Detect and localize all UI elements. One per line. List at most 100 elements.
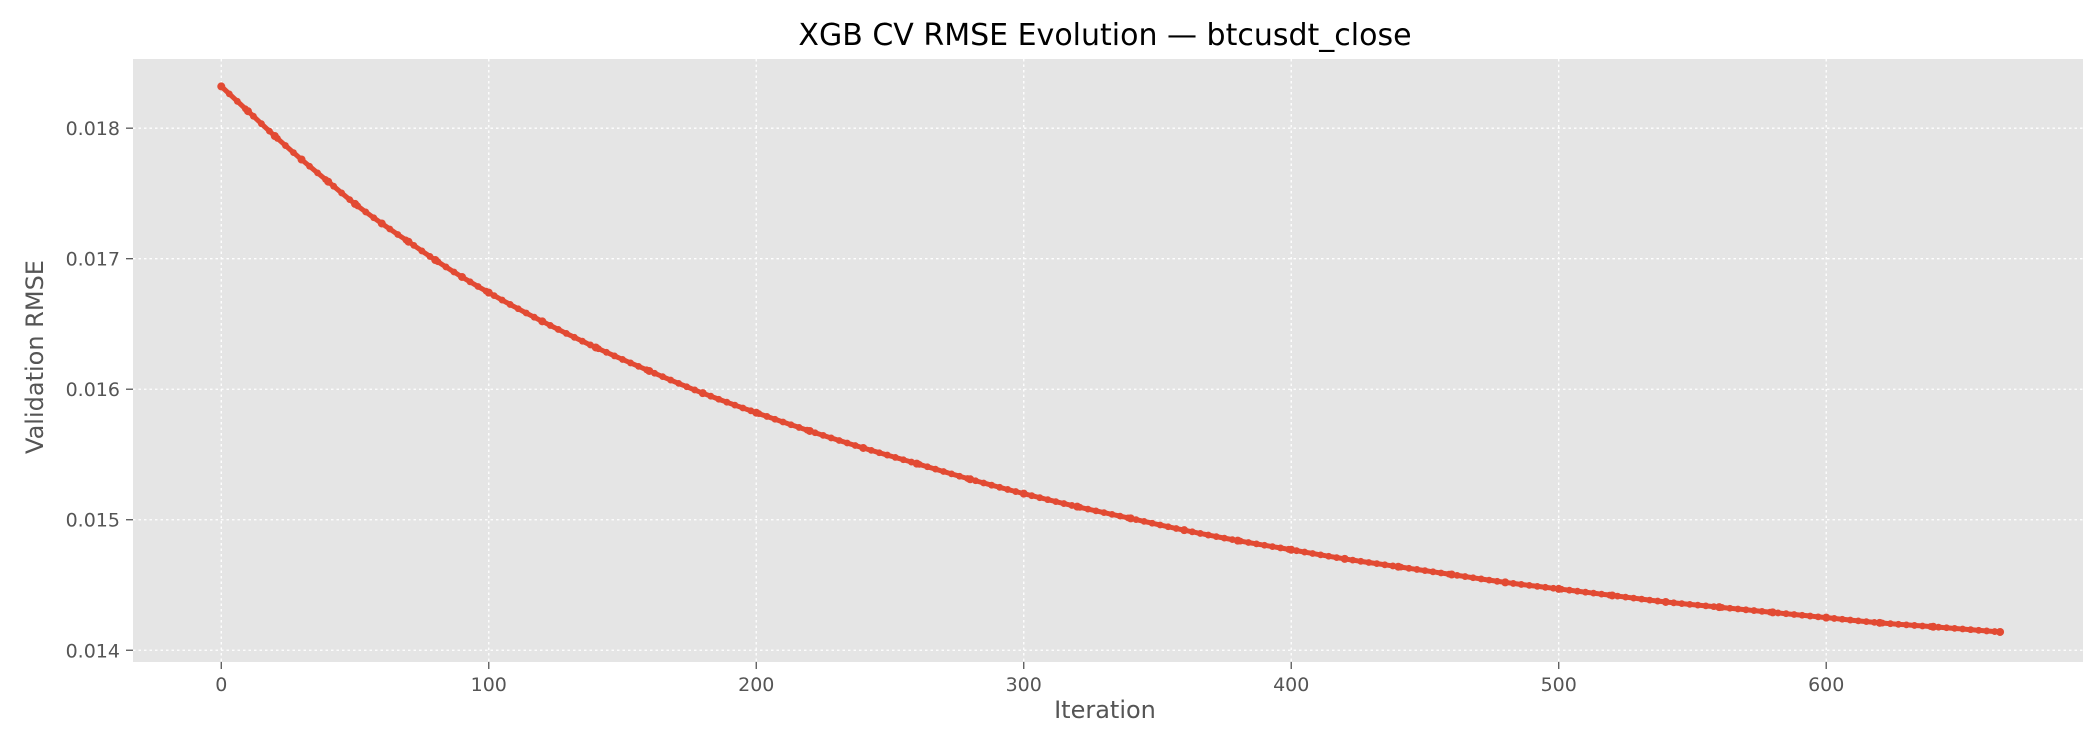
series-marker bbox=[1670, 599, 1678, 607]
data-point bbox=[805, 426, 814, 435]
series-marker bbox=[530, 313, 538, 321]
data-point bbox=[912, 459, 921, 468]
data-point bbox=[1126, 514, 1135, 523]
data-point bbox=[324, 177, 333, 186]
series-marker bbox=[1734, 605, 1742, 613]
series-marker bbox=[1052, 498, 1060, 506]
series-marker bbox=[1742, 606, 1750, 614]
series-marker bbox=[1919, 622, 1926, 630]
series-marker bbox=[843, 439, 851, 447]
series-marker bbox=[394, 231, 402, 238]
series-marker bbox=[1686, 600, 1694, 608]
series-marker bbox=[1357, 557, 1365, 565]
series-marker bbox=[707, 392, 715, 400]
series-marker bbox=[1148, 519, 1156, 527]
series-marker bbox=[1541, 583, 1549, 591]
series-marker bbox=[1140, 518, 1148, 525]
series-marker bbox=[1413, 566, 1421, 573]
series-marker bbox=[1012, 488, 1020, 495]
series-marker bbox=[1694, 601, 1702, 609]
series-marker bbox=[410, 242, 418, 249]
data-point bbox=[1875, 618, 1884, 627]
series-marker bbox=[1895, 620, 1902, 628]
series-marker bbox=[386, 225, 394, 233]
series-marker bbox=[233, 97, 241, 105]
series-marker bbox=[1469, 574, 1477, 582]
series-marker bbox=[370, 214, 378, 222]
data-point bbox=[244, 107, 253, 116]
data-point bbox=[1340, 554, 1349, 563]
series-marker bbox=[1590, 589, 1597, 597]
series-marker bbox=[1854, 617, 1862, 625]
series-marker bbox=[266, 127, 273, 135]
series-marker bbox=[1782, 610, 1790, 618]
series-marker bbox=[739, 404, 747, 412]
data-point bbox=[270, 132, 279, 141]
series-marker bbox=[1533, 582, 1541, 590]
data-point bbox=[1073, 502, 1082, 511]
series-marker bbox=[546, 322, 554, 329]
series-marker bbox=[1975, 626, 1983, 634]
data-point bbox=[297, 155, 306, 164]
series-marker bbox=[1333, 554, 1341, 561]
x-tick-label: 600 bbox=[1808, 674, 1844, 696]
series-marker bbox=[1959, 625, 1967, 633]
series-marker bbox=[338, 189, 346, 197]
series-marker bbox=[225, 90, 233, 98]
series-marker bbox=[1517, 581, 1525, 588]
series-marker bbox=[891, 454, 899, 461]
series-marker bbox=[290, 149, 297, 156]
series-marker bbox=[1485, 576, 1493, 584]
series-marker bbox=[883, 451, 891, 459]
data-point bbox=[1608, 591, 1617, 600]
series-marker bbox=[635, 362, 642, 370]
series-marker bbox=[249, 112, 257, 120]
data-point bbox=[591, 343, 600, 352]
series-marker bbox=[956, 472, 963, 480]
series-marker bbox=[522, 309, 530, 317]
series-marker bbox=[1903, 621, 1910, 629]
series-marker bbox=[1983, 627, 1991, 635]
series-marker bbox=[787, 421, 795, 429]
series-marker bbox=[1911, 622, 1918, 629]
data-point bbox=[1768, 608, 1777, 617]
series-marker bbox=[578, 337, 586, 345]
y-tick-label: 0.017 bbox=[66, 249, 120, 271]
series-marker bbox=[867, 446, 875, 454]
series-marker bbox=[627, 359, 634, 367]
series-marker bbox=[1574, 587, 1581, 595]
x-tick-label: 200 bbox=[738, 674, 774, 696]
series-marker bbox=[1750, 607, 1758, 614]
data-point bbox=[1180, 526, 1189, 535]
series-marker bbox=[514, 305, 522, 313]
series-marker bbox=[659, 373, 667, 381]
data-point bbox=[377, 219, 386, 228]
series-marker bbox=[314, 169, 321, 177]
series-marker bbox=[1108, 510, 1116, 518]
series-marker bbox=[1196, 530, 1204, 537]
series-marker bbox=[1349, 556, 1357, 564]
series-marker bbox=[282, 142, 289, 149]
series-marker bbox=[1887, 620, 1894, 628]
x-tick-label: 400 bbox=[1273, 674, 1309, 696]
series-marker bbox=[980, 479, 988, 487]
series-marker bbox=[1212, 533, 1220, 540]
series-marker bbox=[763, 413, 771, 420]
series-marker bbox=[683, 383, 691, 391]
series-marker bbox=[1525, 582, 1533, 589]
series-marker bbox=[667, 376, 675, 384]
series-marker bbox=[1493, 577, 1501, 585]
series-marker bbox=[795, 424, 803, 431]
plot-area bbox=[133, 59, 2083, 662]
series-marker bbox=[771, 415, 779, 423]
series-marker bbox=[1269, 543, 1276, 550]
x-tick-label: 100 bbox=[471, 674, 507, 696]
data-point bbox=[966, 475, 975, 484]
data-point bbox=[404, 237, 413, 246]
series-marker bbox=[1060, 500, 1068, 507]
data-point bbox=[431, 256, 440, 264]
series-marker bbox=[346, 196, 354, 204]
series-marker bbox=[875, 449, 883, 457]
